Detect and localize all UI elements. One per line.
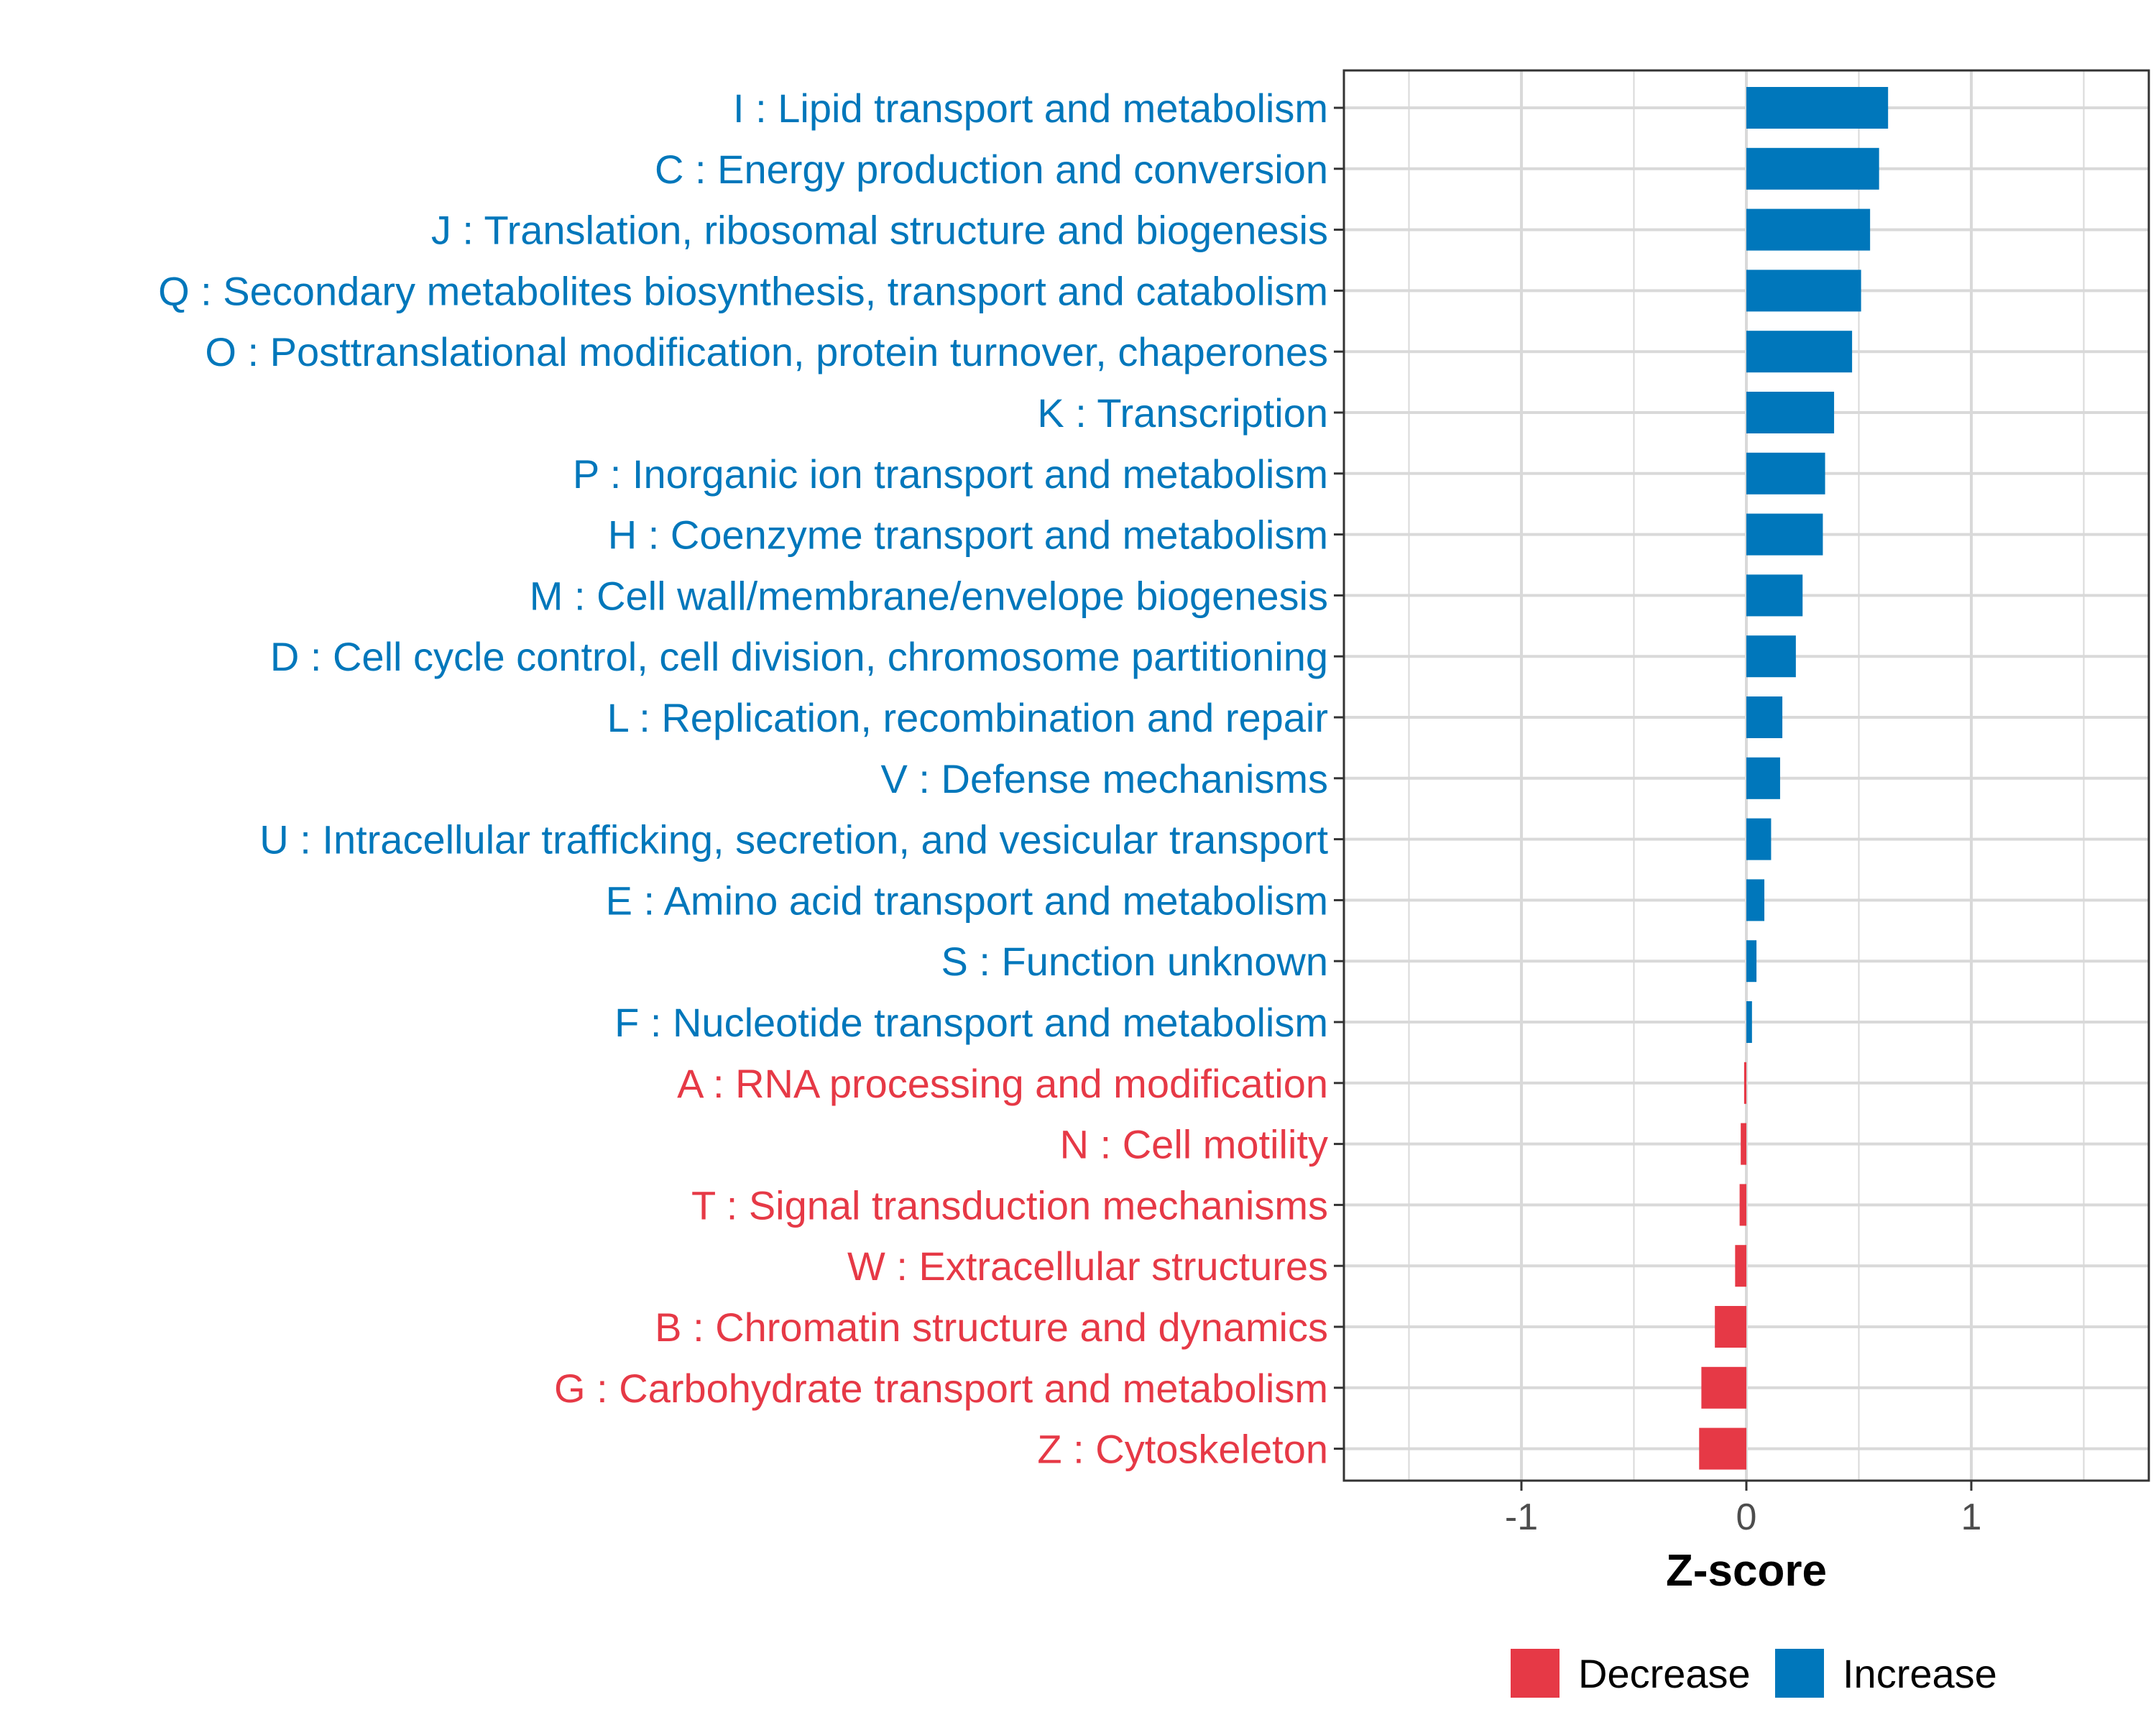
bar-v — [1746, 757, 1780, 799]
bar-z — [1699, 1427, 1746, 1470]
legend-swatch-increase — [1775, 1649, 1824, 1698]
bar-s — [1746, 940, 1757, 983]
category-label: V : Defense mechanisms — [881, 756, 1328, 801]
bar-e — [1746, 879, 1765, 921]
category-label: Z : Cytoskeleton — [1037, 1427, 1328, 1472]
bar-m — [1746, 574, 1803, 617]
bar-o — [1746, 331, 1853, 373]
x-tick-label: 0 — [1736, 1496, 1757, 1538]
category-label: C : Energy production and conversion — [655, 147, 1328, 192]
category-label: F : Nucleotide transport and metabolism — [614, 1000, 1328, 1045]
bar-t — [1739, 1184, 1746, 1226]
bar-b — [1715, 1306, 1746, 1348]
category-label: E : Amino acid transport and metabolism — [606, 878, 1328, 923]
category-label: H : Coenzyme transport and metabolism — [608, 512, 1328, 558]
x-tick-label: -1 — [1505, 1496, 1538, 1538]
category-label: Q : Secondary metabolites biosynthesis, … — [158, 268, 1328, 313]
x-axis-title: Z-score — [1666, 1546, 1827, 1596]
legend-label-increase: Increase — [1843, 1651, 1997, 1696]
bar-k — [1746, 392, 1835, 433]
y-axis-ticks — [1334, 106, 1344, 1450]
x-tick-label: 1 — [1961, 1496, 1982, 1538]
bars — [1699, 87, 1889, 1470]
legend: Decrease Increase — [1511, 1649, 1997, 1698]
legend-swatch-decrease — [1511, 1649, 1560, 1698]
bar-h — [1746, 513, 1823, 556]
category-label: B : Chromatin structure and dynamics — [655, 1305, 1328, 1350]
category-label: G : Carbohydrate transport and metabolis… — [554, 1366, 1328, 1411]
category-label: P : Inorganic ion transport and metaboli… — [573, 451, 1328, 497]
category-label: M : Cell wall/membrane/envelope biogenes… — [530, 573, 1328, 618]
bar-g — [1701, 1366, 1746, 1409]
category-label: J : Translation, ribosomal structure and… — [431, 208, 1328, 253]
legend-label-decrease: Decrease — [1578, 1651, 1751, 1696]
bar-n — [1741, 1123, 1746, 1165]
bar-j — [1746, 208, 1871, 251]
category-label: O : Posttranslational modification, prot… — [205, 329, 1328, 374]
x-axis-ticks: -1 0 1 — [1505, 1481, 1982, 1538]
bar-w — [1735, 1245, 1746, 1287]
y-axis-category-labels: I : Lipid transport and metabolism C : En… — [158, 86, 1328, 1472]
bar-p — [1746, 452, 1825, 494]
category-label: S : Function unknown — [941, 939, 1328, 984]
bar-d — [1746, 635, 1796, 678]
category-label: U : Intracellular trafficking, secretion… — [259, 817, 1328, 862]
bar-q — [1746, 270, 1861, 312]
bar-c — [1746, 147, 1879, 190]
bar-u — [1746, 818, 1772, 860]
category-label: K : Transcription — [1037, 390, 1328, 436]
category-label: W : Extracellular structures — [847, 1243, 1328, 1289]
bar-i — [1746, 87, 1889, 129]
bar-f — [1746, 1001, 1752, 1043]
bar-a — [1743, 1062, 1746, 1104]
category-label: T : Signal transduction mechanisms — [691, 1182, 1328, 1228]
category-label: A : RNA processing and modification — [677, 1061, 1328, 1106]
category-label: L : Replication, recombination and repai… — [607, 695, 1328, 740]
category-label: N : Cell motility — [1060, 1122, 1328, 1167]
category-label: I : Lipid transport and metabolism — [733, 86, 1328, 131]
category-label: D : Cell cycle control, cell division, c… — [270, 634, 1328, 679]
bar-l — [1746, 696, 1783, 738]
